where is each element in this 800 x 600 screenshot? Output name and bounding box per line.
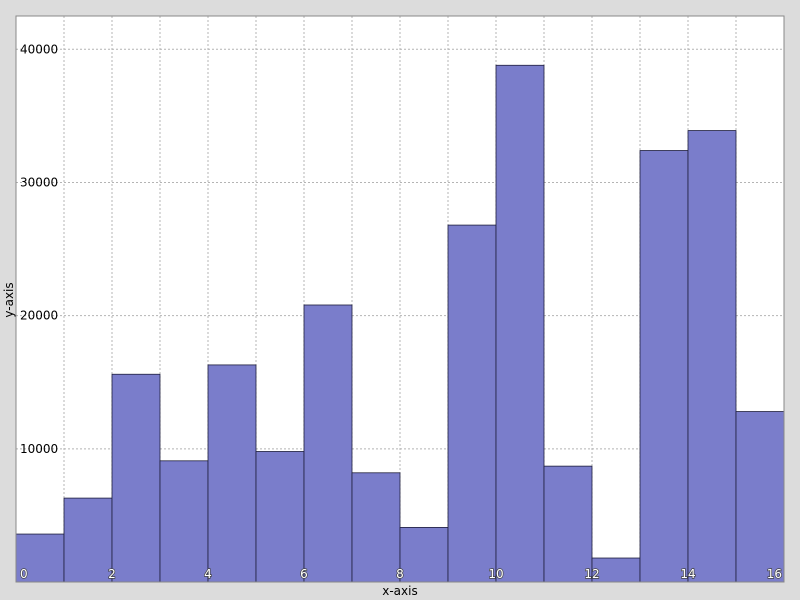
x-tick-label: 12: [584, 567, 599, 581]
histogram-bar: [687, 130, 737, 583]
y-tick-label: 10000: [20, 442, 58, 456]
x-tick-label: 2: [108, 567, 116, 581]
plot-frame: [15, 15, 785, 583]
x-tick-label: 0: [20, 567, 28, 581]
histogram-bar: [495, 64, 545, 583]
x-tick-labels: 0 2 4 6 8 10 12 14 16: [19, 566, 782, 581]
y-tick-labels: 10000 20000 30000 40000: [20, 42, 58, 456]
x-tick-label: 4: [204, 567, 212, 581]
histogram-bar: [63, 497, 113, 583]
y-tick-label: 30000: [20, 175, 58, 189]
histogram-bar: [159, 460, 209, 583]
histogram-bar: [207, 364, 257, 583]
x-tick-label: 8: [396, 567, 404, 581]
y-axis-label: y-axis: [2, 282, 16, 317]
x-tick-label: 10: [488, 567, 503, 581]
x-tick-label: 16: [767, 567, 782, 581]
histogram-bar: [543, 465, 593, 583]
x-tick-label: 14: [680, 567, 695, 581]
histogram-bar: [639, 150, 689, 583]
histogram-bar: [399, 526, 449, 583]
histogram-bar: [111, 373, 161, 583]
x-axis-label: x-axis: [382, 584, 417, 598]
histogram-bar: [303, 304, 353, 583]
y-tick-label: 40000: [20, 42, 58, 56]
histogram-bar: [255, 451, 305, 583]
y-tick-label: 20000: [20, 309, 58, 323]
x-tick-label: 6: [300, 567, 308, 581]
histogram-bar: [447, 224, 497, 583]
histogram-bar: [351, 472, 401, 583]
histogram-bar: [735, 411, 785, 583]
bars-group: [15, 64, 785, 583]
